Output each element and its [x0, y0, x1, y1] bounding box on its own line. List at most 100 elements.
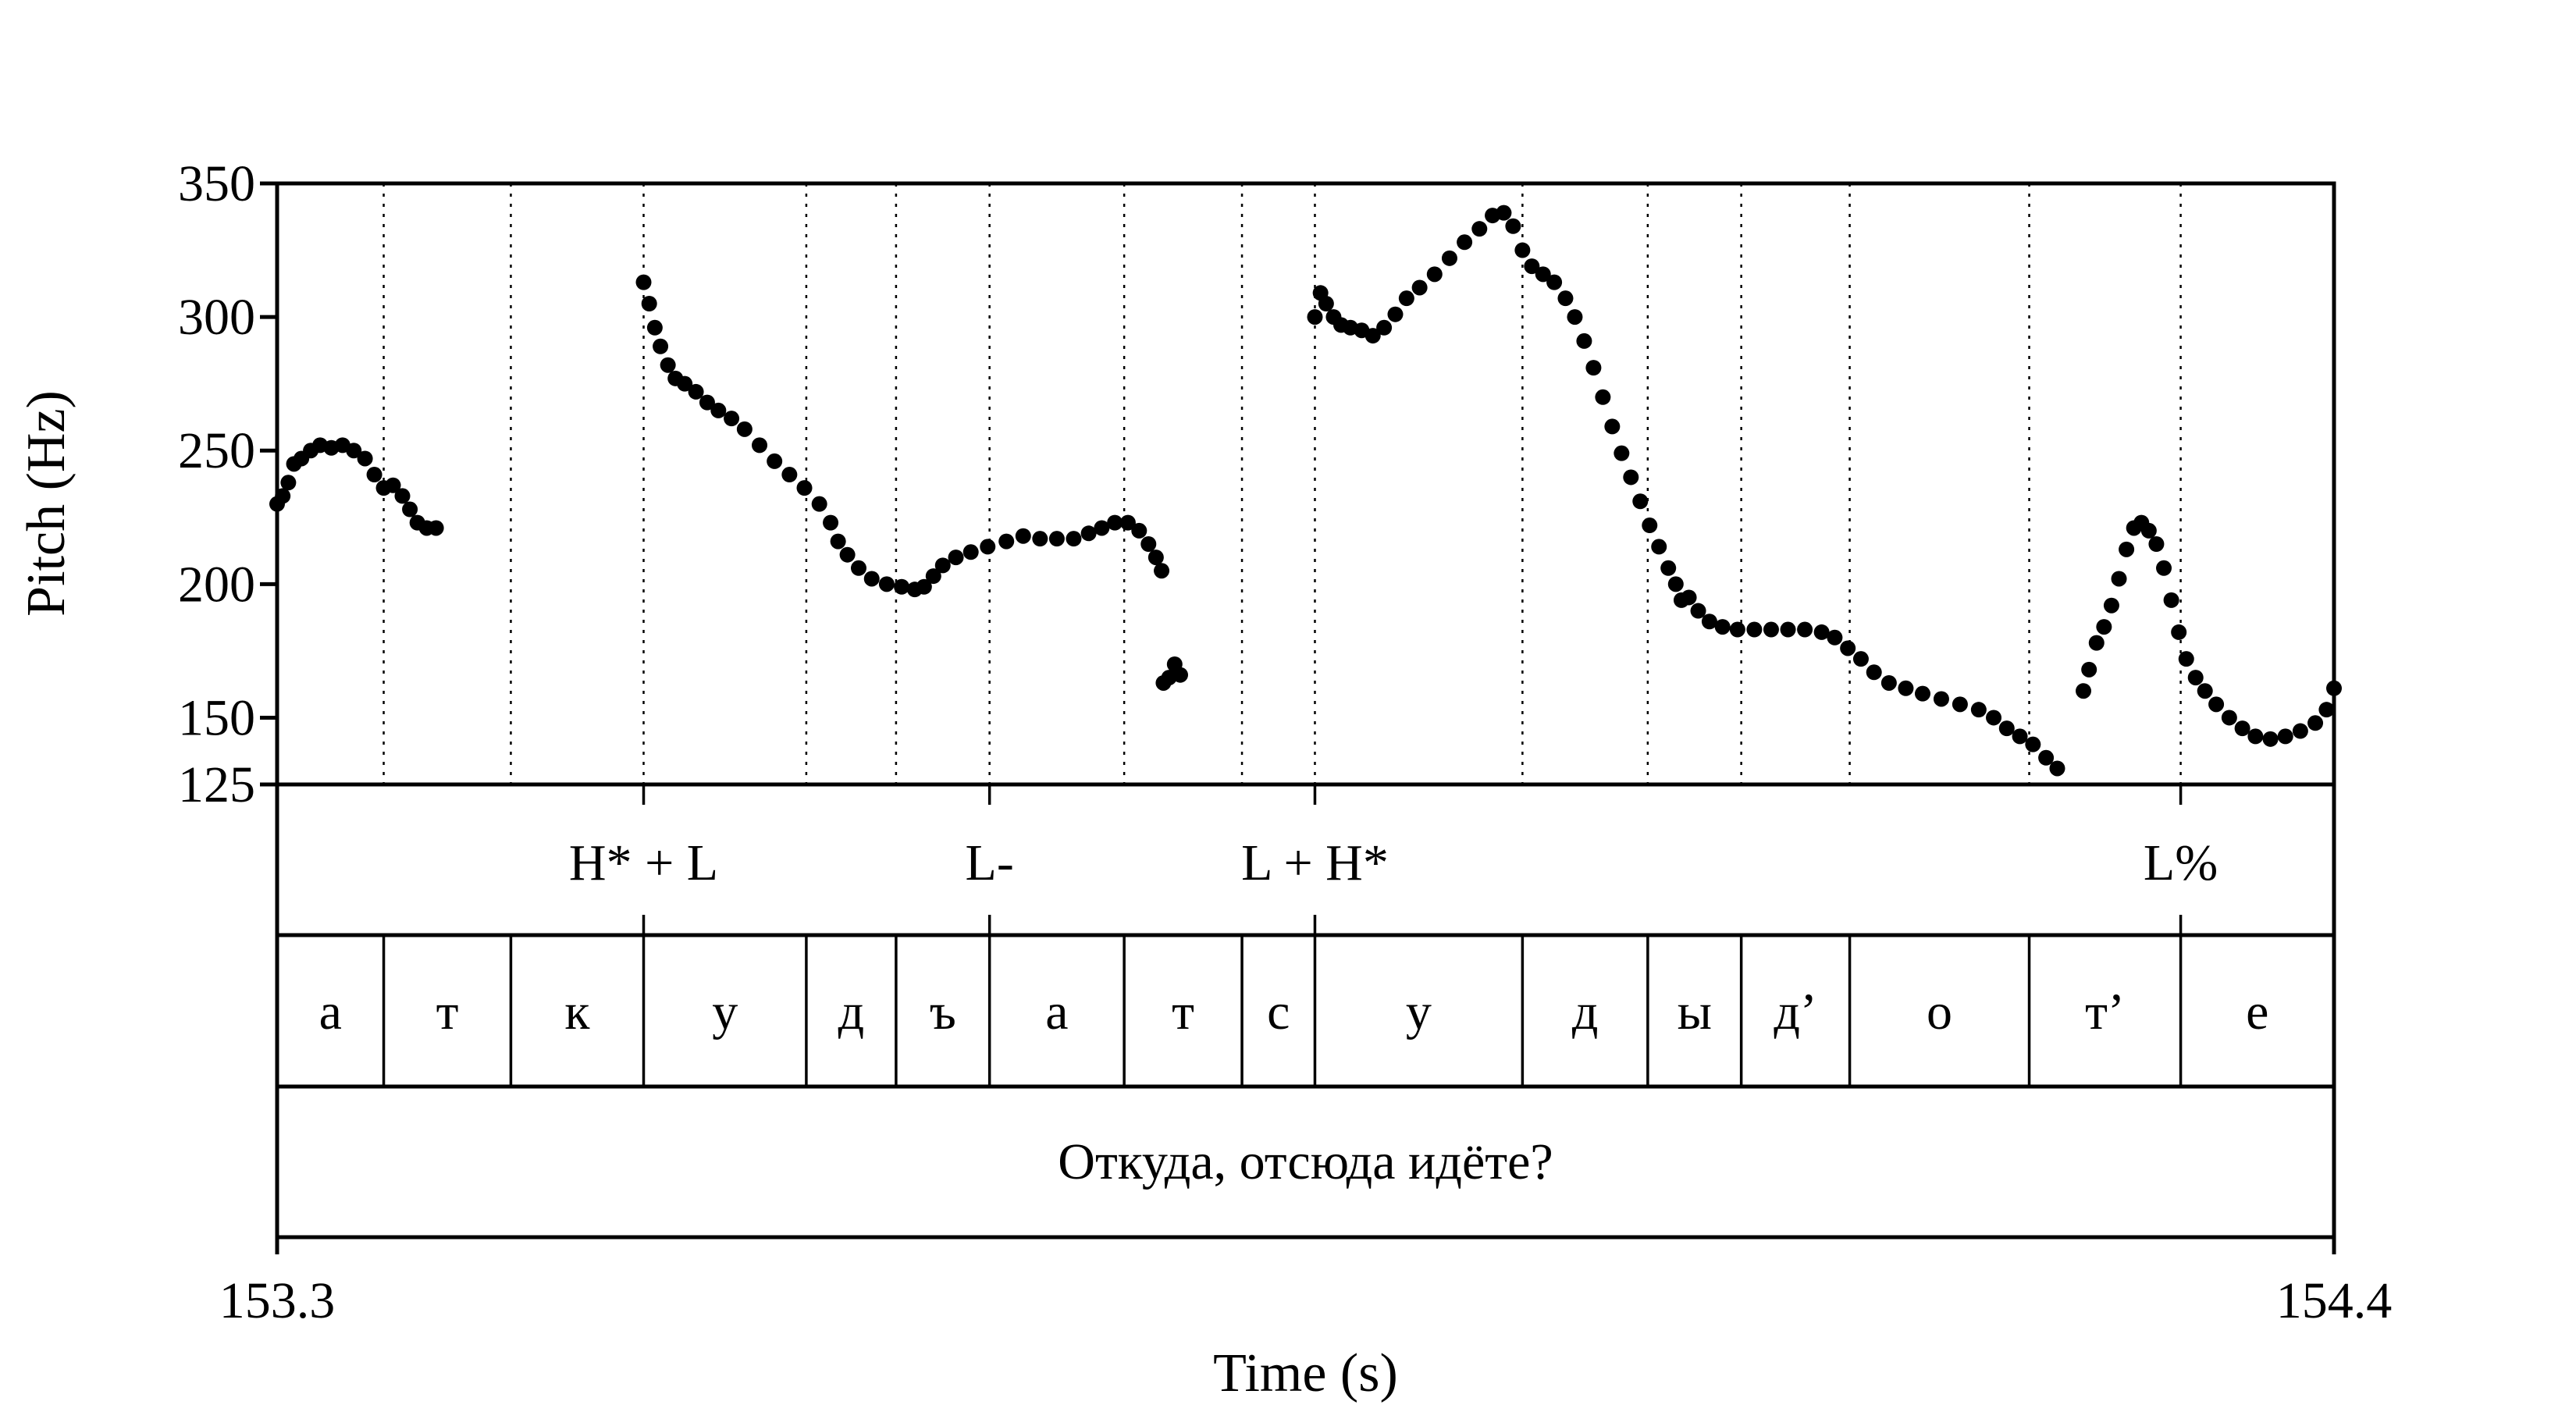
pitch-point: [962, 544, 979, 560]
pitch-point: [1032, 531, 1048, 547]
pitch-point: [781, 467, 798, 483]
pitch-point: [1567, 309, 1583, 325]
pitch-point: [2318, 702, 2335, 718]
pitch-point: [980, 539, 996, 555]
pitch-point: [1015, 528, 1031, 544]
segment-label: д: [838, 984, 865, 1040]
pitch-point: [1729, 621, 1745, 638]
pitch-point: [863, 571, 880, 587]
pitch-point: [1681, 589, 1697, 606]
pitch-point: [1307, 309, 1323, 325]
pitch-point: [1318, 296, 1334, 311]
pitch-point: [839, 546, 856, 563]
pitch-point: [2221, 710, 2237, 726]
x-tick-label-min: 153.3: [219, 1272, 336, 1329]
pitch-point: [1496, 205, 1512, 221]
pitch-point: [1154, 563, 1170, 579]
pitch-point: [385, 477, 401, 493]
pitch-point: [635, 274, 652, 290]
pitch-point: [346, 443, 362, 459]
tone-label: L + H*: [1241, 834, 1389, 891]
pitch-point: [1714, 619, 1731, 635]
pitch-point: [2307, 715, 2324, 731]
pitch-point: [1780, 621, 1796, 638]
y-tick-label: 250: [178, 422, 255, 479]
pitch-point: [2111, 571, 2127, 587]
pitch-point: [823, 514, 839, 531]
pitch-point: [641, 296, 657, 311]
x-axis-title: Time (s): [1213, 1343, 1398, 1403]
segment-label: д’: [1774, 984, 1817, 1040]
pitch-point: [1426, 266, 1443, 283]
pitch-point: [1827, 629, 1843, 646]
pitch-point: [1505, 218, 1521, 234]
y-tick-label: 300: [178, 289, 255, 346]
y-tick-labels: 125 150 200 250 300 350: [178, 155, 255, 813]
pitch-point: [1080, 525, 1097, 542]
pitch-point: [1690, 603, 1706, 619]
pitch-point: [1119, 514, 1136, 531]
pitch-point: [948, 550, 964, 566]
y-tick-label: 150: [178, 689, 255, 746]
pitch-point: [767, 453, 783, 469]
pitch-point: [1667, 576, 1684, 592]
boundary-lines: [382, 183, 2183, 1087]
pitch-point: [646, 319, 663, 336]
pitch-point: [2178, 651, 2194, 667]
frames: [275, 181, 2336, 1240]
pitch-point: [2277, 728, 2293, 745]
y-axis-title: Pitch (Hz): [16, 390, 76, 617]
pitch-point: [1651, 539, 1667, 555]
pitch-point: [1364, 328, 1381, 344]
pitch-point: [2148, 536, 2165, 552]
pitch-point: [796, 480, 813, 496]
pitch-point: [934, 557, 951, 574]
pitch-point: [1866, 664, 1882, 681]
pitch-point: [1535, 266, 1551, 283]
pitch-point: [1411, 279, 1428, 296]
pitch-point: [2025, 736, 2041, 752]
pitch-point: [2156, 560, 2172, 576]
pitch-point: [1986, 710, 2002, 726]
pitch-point: [699, 394, 715, 411]
segment-label: у: [712, 984, 738, 1040]
pitch-point: [1441, 250, 1457, 266]
pitch-point: [1457, 234, 1473, 251]
pitch-point: [394, 488, 411, 504]
pitch-point: [1546, 274, 1563, 290]
y-tick-label: 200: [178, 556, 255, 613]
pitch-point: [1701, 614, 1717, 630]
pitch-point: [2197, 683, 2213, 699]
pitch-point: [2081, 661, 2097, 678]
y-tick-label: 125: [178, 756, 255, 813]
pitch-point: [1387, 306, 1404, 322]
pitch-point: [2096, 619, 2112, 635]
pitch-point: [1585, 360, 1602, 376]
pitch-point: [1398, 290, 1414, 307]
pitch-point: [2119, 541, 2135, 557]
pitch-point: [2262, 731, 2279, 747]
segment-label: т: [436, 984, 459, 1040]
pitch-point: [1147, 550, 1164, 566]
segment-label: д: [1572, 984, 1599, 1040]
pitch-point: [1576, 333, 1592, 349]
pitch-point: [1746, 621, 1763, 638]
sentence-label: Откуда, отсюда идёте?: [1058, 1133, 1553, 1190]
pitch-point: [1763, 621, 1779, 638]
segment-label: а: [319, 984, 342, 1040]
pitch-point: [2292, 723, 2308, 739]
pitch-point: [366, 467, 382, 483]
segment-label: т’: [2085, 984, 2125, 1040]
pitch-point: [830, 533, 846, 550]
pitch-point: [998, 533, 1015, 550]
pitch-point: [1376, 319, 1393, 336]
pitch-point: [1880, 674, 1897, 691]
pitch-point: [2163, 592, 2179, 608]
pitch-point: [1094, 520, 1110, 536]
pitch-point: [2171, 624, 2187, 640]
pitch-point: [1524, 258, 1540, 275]
pitch-point: [1604, 418, 1621, 435]
tone-label: H* + L: [569, 834, 718, 891]
pitch-point: [2103, 597, 2119, 614]
pitch-point: [710, 402, 727, 418]
